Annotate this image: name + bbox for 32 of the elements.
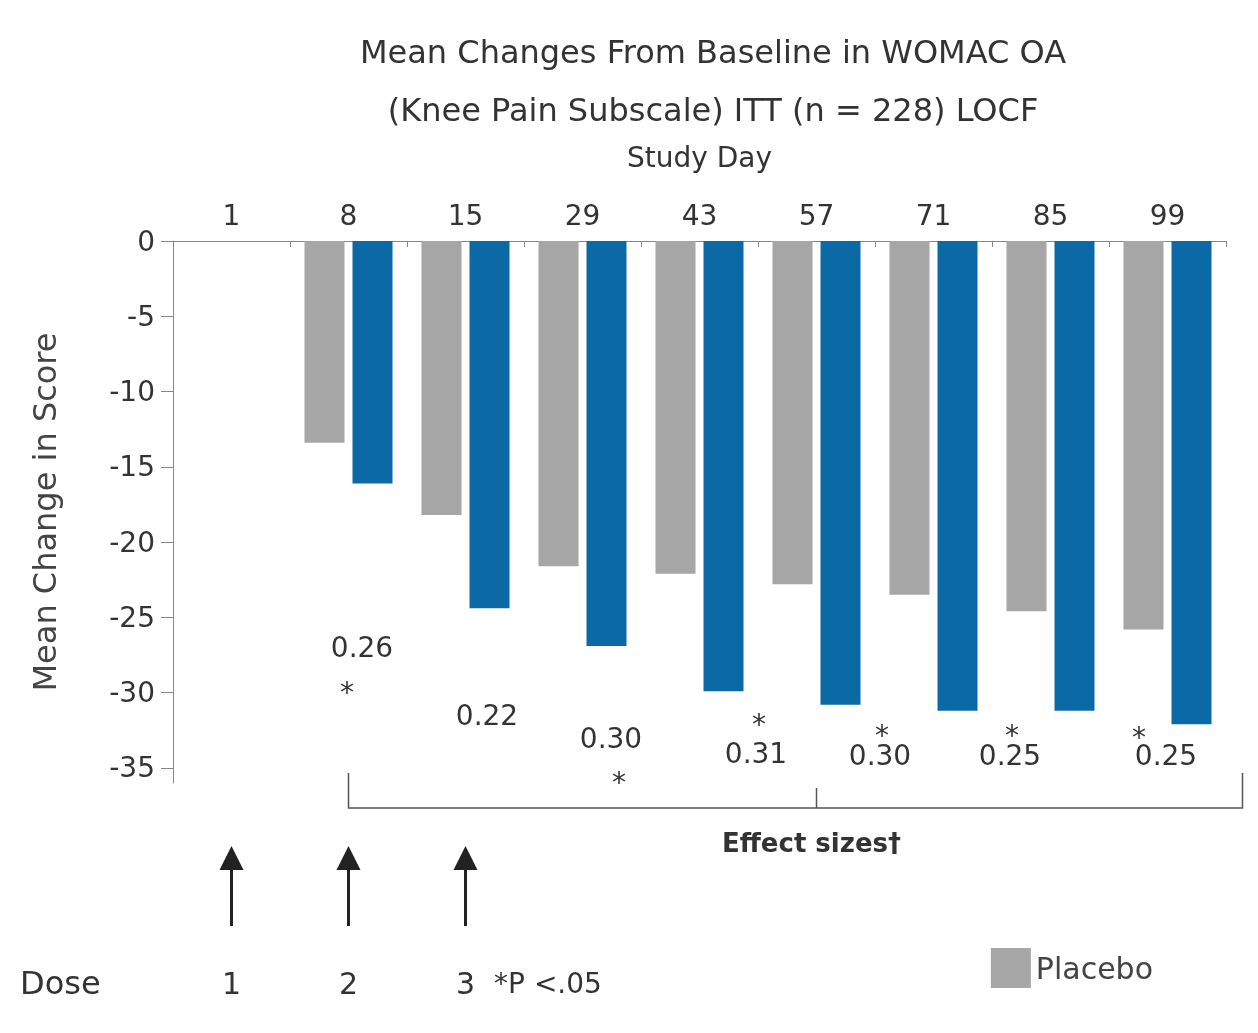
y-tick-label: -20 xyxy=(109,525,155,559)
y-tick-label: -30 xyxy=(109,676,155,710)
text: 2 xyxy=(338,965,359,1001)
legend-label: Placebo xyxy=(1035,950,1154,986)
annotation: 0.26 xyxy=(330,630,394,664)
x-tick-label: 8 xyxy=(339,198,358,232)
text: 1 xyxy=(221,965,242,1001)
x-tick-label: 85 xyxy=(1032,198,1069,232)
y-tick-label: -25 xyxy=(109,600,155,634)
x-tick-label: 99 xyxy=(1149,198,1186,232)
annotation: * xyxy=(340,675,354,709)
y-tick-label: 0 xyxy=(137,224,155,258)
annotation: * xyxy=(612,765,626,799)
chart-title: Mean Changes From Baseline in WOMAC OA (Knee Pain Subscale) ITT (n = 228) LOCF xyxy=(359,33,1067,129)
y-axis-title: Mean Change in Score xyxy=(26,332,64,692)
x-tick-label: 1 xyxy=(222,198,241,232)
text: 3 xyxy=(455,965,476,1001)
y-tick-label: -15 xyxy=(109,450,155,484)
text: *P <.05 xyxy=(494,966,602,1000)
x-tick-label: 57 xyxy=(798,198,835,232)
text: Dose xyxy=(20,964,101,1002)
x-axis-title: Study Day xyxy=(626,140,773,174)
x-tick-label: 71 xyxy=(915,198,952,232)
x-tick-label: 29 xyxy=(564,198,601,232)
y-tick-label: -10 xyxy=(109,375,155,409)
annotation: 0.22 xyxy=(455,698,519,732)
y-tick-label: -35 xyxy=(109,751,155,785)
y-tick-label: -5 xyxy=(127,299,155,333)
text: Effect sizes† xyxy=(722,828,901,858)
x-tick-label: 15 xyxy=(447,198,484,232)
annotation: 0.30 xyxy=(579,721,643,755)
x-tick-label: 43 xyxy=(681,198,718,232)
